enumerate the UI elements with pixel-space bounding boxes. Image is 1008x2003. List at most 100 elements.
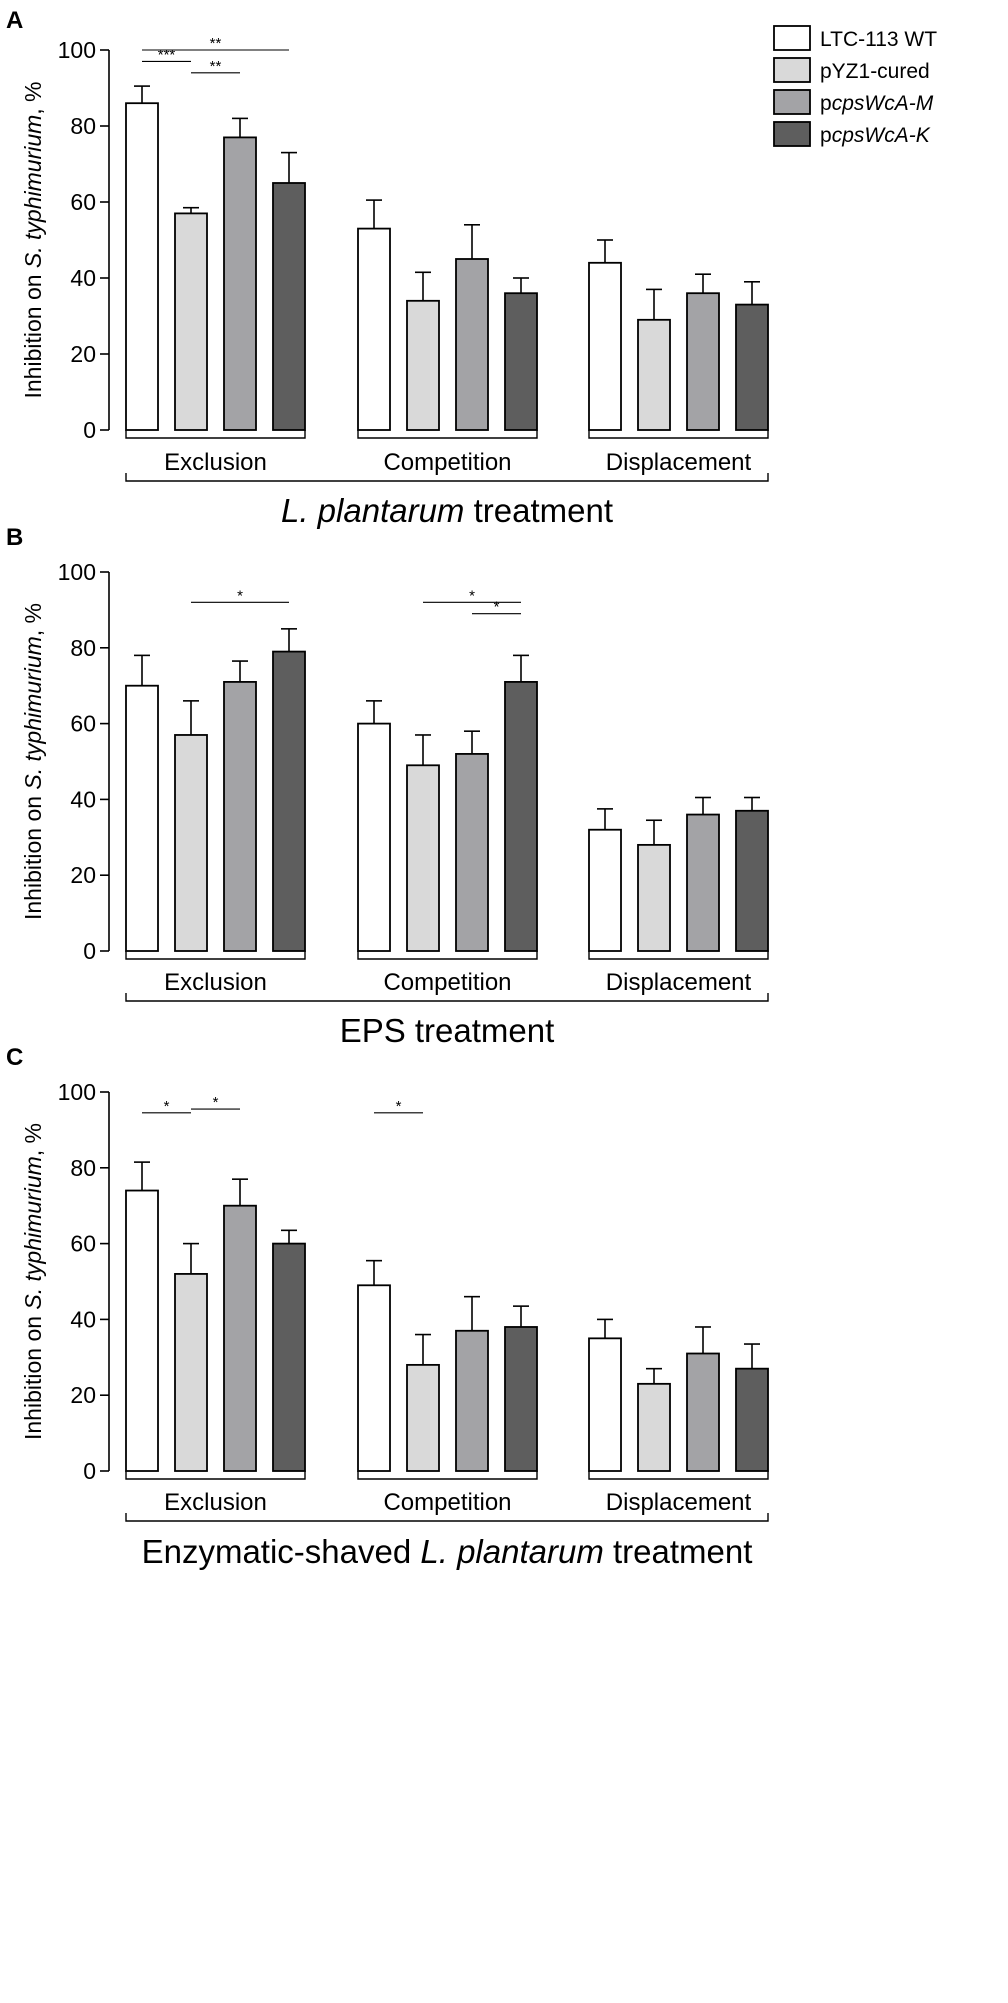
panel-letter: C [6,1044,23,1071]
category-bracket [357,1471,538,1480]
bar [272,1242,306,1472]
bar [588,1337,622,1472]
y-tick-label: 40 [70,1306,96,1332]
significance-label: ** [210,35,222,52]
group-bracket [125,993,769,1002]
text-span: treatment [604,1533,753,1570]
bar [686,1352,720,1472]
bar [174,1273,208,1472]
y-tick-label: 0 [83,938,96,964]
bar [588,261,622,431]
bar [504,681,538,952]
category-label: Displacement [606,1489,752,1516]
bar [125,684,159,952]
y-tick-label: 0 [83,417,96,443]
category-bracket [588,951,769,960]
panel-B: B 0 20 40 60 80 100 Inhibition on S. typhimuriu… [6,524,769,1049]
bar [637,843,671,952]
bar [174,734,208,952]
category-bracket [357,430,538,439]
y-tick-label: 0 [83,1458,96,1484]
bar [357,722,391,952]
bar [455,753,489,952]
chart-panels: A 0 20 40 60 80 100 Inhibition on S. typhimuriu… [6,7,769,1570]
significance-label: * [237,587,243,604]
y-tick-label: 20 [70,862,96,888]
bar [686,292,720,431]
category-bracket [125,1471,306,1480]
x-axis-label: L. plantarum treatment [281,492,613,529]
y-tick-label: 60 [70,1231,96,1257]
y-tick-label: 80 [70,635,96,661]
text-span: Enzymatic-shaved [142,1533,421,1570]
y-tick-label: 80 [70,1155,96,1181]
bar [223,136,257,431]
text-span: Inhibition on [20,1310,46,1440]
category-label: Competition [383,449,511,476]
y-axis-label: Inhibition on S. typhimurium, % [20,1123,46,1440]
legend-label: pcpsWcA-K [820,124,931,147]
legend-label: pYZ1-cured [820,60,930,83]
legend-swatch [773,57,811,83]
text-span: , % [20,1123,46,1156]
legend-swatch [773,25,811,51]
bar [272,650,306,952]
text-span: p [820,124,832,147]
y-tick-label: 60 [70,189,96,215]
y-tick-label: 80 [70,113,96,139]
bar [223,1204,257,1472]
bar [735,1367,769,1472]
bar [125,1189,159,1472]
y-axis-label: Inhibition on S. typhimurium, % [20,603,46,920]
bar [223,681,257,952]
legend-swatch [773,89,811,115]
text-span: Inhibition on [20,790,46,920]
legend-label: pcpsWcA-M [820,92,934,115]
significance-label: * [164,1098,170,1115]
bar [125,102,159,431]
legend-swatch [773,121,811,147]
y-tick-label: 100 [58,37,96,63]
x-axis-label: Enzymatic-shaved L. plantarum treatment [142,1533,753,1570]
text-span: LTC-113 WT [820,28,937,51]
text-span-italic: cpsWcA-M [832,92,934,115]
significance-label: * [213,1094,219,1111]
text-span: pYZ1-cured [820,60,930,83]
bar [455,258,489,431]
text-span-italic: L. plantarum [420,1533,603,1570]
category-label: Displacement [606,969,752,996]
bar [504,1326,538,1472]
significance-label: ** [210,58,222,75]
group-bracket [125,473,769,482]
category-bracket [125,951,306,960]
significance-label: * [469,587,475,604]
significance-label: *** [158,46,176,63]
category-label: Competition [383,1489,511,1516]
text-span: Inhibition on [20,268,46,398]
y-tick-label: 60 [70,711,96,737]
y-axis-label: Inhibition on S. typhimurium, % [20,81,46,398]
category-label: Competition [383,969,511,996]
bar [357,1284,391,1472]
y-tick-label: 40 [70,786,96,812]
panel-letter: B [6,524,23,551]
text-span-italic: L. plantarum [281,492,464,529]
text-span: , % [20,603,46,636]
panel-letter: A [6,7,23,34]
significance-label: * [494,599,500,616]
significance-label: * [396,1098,402,1115]
category-label: Exclusion [164,969,267,996]
bar [735,303,769,431]
panel-A: A 0 20 40 60 80 100 Inhibition on S. typhimuriu… [6,7,769,529]
text-span-italic: S. typhimurium [20,636,46,789]
text-span: p [820,92,832,115]
y-tick-label: 100 [58,1079,96,1105]
bar [174,212,208,431]
bar [406,764,440,952]
bar [406,299,440,431]
category-bracket [588,430,769,439]
bar [455,1329,489,1472]
bar [588,828,622,952]
legend: LTC-113 WT pYZ1-cured pcpsWcA-M pcpsWcA-K [773,25,937,147]
